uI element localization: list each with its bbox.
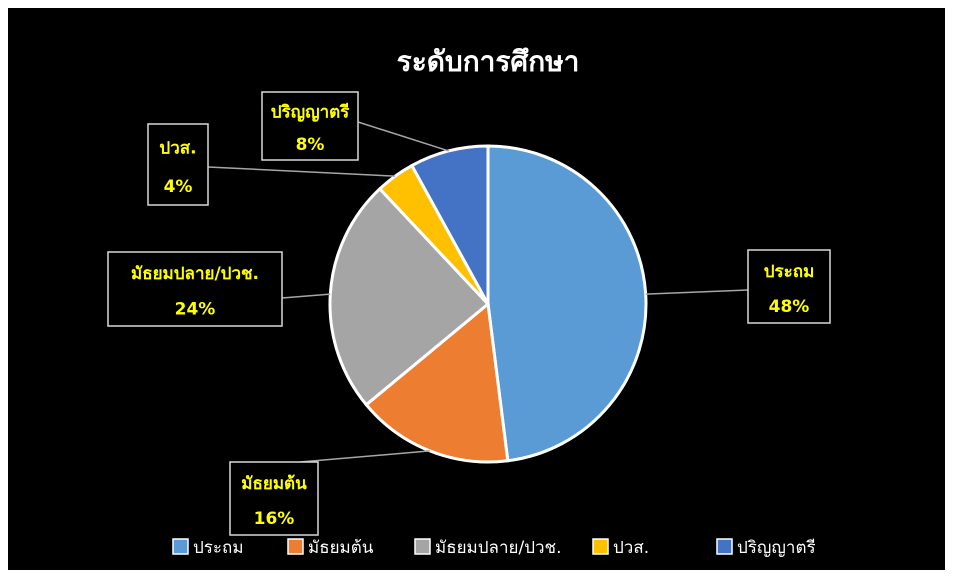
data-label-value: 48%: [769, 297, 810, 317]
data-label-value: 24%: [175, 300, 216, 320]
legend-swatch: [716, 538, 733, 555]
pie-slice: [328, 186, 491, 407]
leader-line: [645, 289, 749, 295]
legend-label: มัธยมปลาย/ปวช.: [435, 538, 561, 558]
leader-line: [357, 121, 449, 152]
data-label-name: มัธยมปลาย/ปวช.: [131, 264, 259, 284]
legend-label: มัธยมต้น: [308, 538, 374, 558]
legend-label: ประถม: [193, 538, 244, 558]
label-box: [229, 461, 319, 536]
leader-line: [281, 293, 331, 299]
data-label-name: ปริญญาตรี: [271, 101, 350, 122]
label-box: [261, 91, 359, 161]
data-label-name: ปวส.: [159, 138, 196, 158]
data-label-name: มัธยมต้น: [241, 474, 307, 494]
legend-label: ปวส.: [613, 538, 649, 558]
data-label-name: ประถม: [764, 262, 815, 282]
chart-title: ระดับการศึกษา: [397, 45, 580, 78]
leader-line: [299, 450, 430, 463]
legend-swatch: [414, 538, 431, 555]
pie-slice: [486, 144, 648, 463]
pie-slice: [409, 144, 490, 305]
pie-slice: [364, 301, 510, 464]
legend-swatch: [287, 538, 304, 555]
legend-label: ปริญญาตรี: [737, 538, 816, 558]
label-box: [147, 123, 209, 206]
label-box: [747, 249, 831, 324]
data-label-value: 16%: [254, 509, 295, 529]
leader-line: [207, 166, 396, 177]
legend-swatch: [172, 538, 189, 555]
data-label-value: 8%: [296, 135, 325, 155]
label-box: [107, 251, 283, 327]
data-label-value: 4%: [164, 177, 193, 197]
legend-swatch: [592, 538, 609, 555]
